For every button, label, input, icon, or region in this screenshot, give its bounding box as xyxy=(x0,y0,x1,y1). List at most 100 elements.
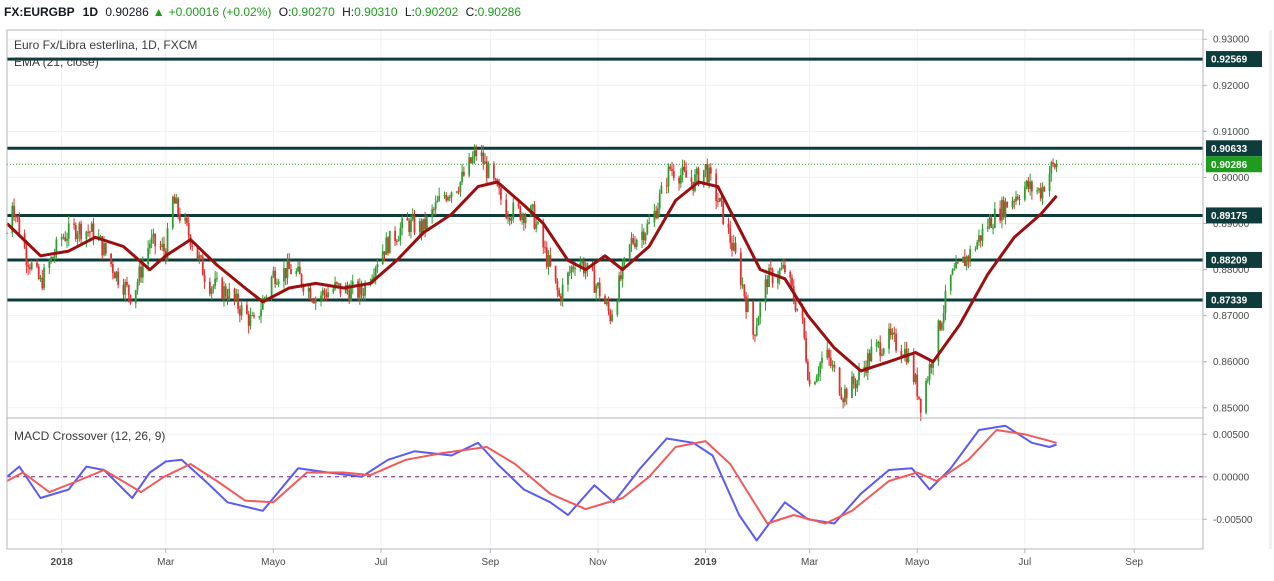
candle-body xyxy=(152,233,155,237)
candle-body xyxy=(856,380,859,389)
candle-body xyxy=(395,241,398,243)
candle-body xyxy=(92,223,95,240)
symbol-name[interactable]: FX:EURGBP xyxy=(4,5,75,19)
candle-body xyxy=(611,314,613,322)
candle-body xyxy=(510,218,513,221)
right-scrollbar[interactable] xyxy=(1269,30,1272,549)
time-axis[interactable]: 2018 Mar Mayo Jul Sep Nov 2019 Mar Mayo Jul Sep xyxy=(51,549,1144,568)
open-value: 0.90270 xyxy=(291,5,335,19)
candle-body xyxy=(462,171,465,176)
candle-body xyxy=(776,278,779,284)
candle-body xyxy=(671,169,673,171)
chart-canvas[interactable]: 0.93000 0.92000 0.91000 0.90000 0.89000 0.880… xyxy=(0,24,1274,581)
candle-body xyxy=(535,223,538,229)
candle-body xyxy=(448,197,451,199)
candle-body xyxy=(401,218,404,229)
interval-label[interactable]: 1D xyxy=(82,5,99,19)
chart-frame xyxy=(6,29,1272,550)
price-axis[interactable]: 0.93000 0.92000 0.91000 0.90000 0.89000 0.880… xyxy=(1203,35,1262,526)
candle-body xyxy=(537,222,539,224)
macd-tick-label: 0.00000 xyxy=(1213,472,1250,483)
candle-body xyxy=(962,256,964,263)
candle-body xyxy=(422,218,425,233)
candle-body xyxy=(755,325,758,336)
candle-body xyxy=(161,243,164,247)
candle-body xyxy=(605,302,608,305)
candle-body xyxy=(854,384,857,389)
candle-body xyxy=(739,252,742,285)
candle-body xyxy=(561,284,564,301)
y-tick-label: 0.88000 xyxy=(1213,265,1250,276)
candle-body xyxy=(171,196,174,229)
candle-body xyxy=(104,243,107,254)
candle-body xyxy=(709,167,712,174)
candle-body xyxy=(679,175,682,184)
candle-body xyxy=(1025,180,1028,187)
ema-series xyxy=(5,180,1058,373)
candle-body xyxy=(159,246,162,248)
candle-body xyxy=(89,231,91,233)
candle-body xyxy=(286,260,289,279)
candle-body xyxy=(852,376,855,385)
candle-body xyxy=(722,200,725,224)
candle-body xyxy=(18,217,21,234)
candle-body xyxy=(198,255,201,260)
candle-body xyxy=(1015,196,1017,202)
candle-body xyxy=(791,277,793,287)
candle-body xyxy=(828,349,830,358)
candle-body xyxy=(877,341,880,343)
candle-body xyxy=(210,288,213,294)
candle-body xyxy=(806,361,809,380)
low-label: L: xyxy=(404,5,415,19)
candle-body xyxy=(642,231,645,241)
candle-body xyxy=(609,310,612,322)
candle-body xyxy=(844,388,846,403)
candle-body xyxy=(780,268,783,270)
candle-body xyxy=(101,236,104,256)
candle-body xyxy=(1052,162,1054,164)
candle-body xyxy=(951,269,954,275)
candle-body xyxy=(919,398,922,413)
candle-body xyxy=(147,248,150,265)
candle-body xyxy=(29,267,31,270)
candle-body xyxy=(1029,181,1032,189)
candle-body xyxy=(875,342,878,347)
macd-legend: MACD Crossover (12, 26, 9) xyxy=(14,429,165,443)
candle-body xyxy=(113,272,116,279)
y-tick-label: 0.85000 xyxy=(1213,403,1250,414)
candle-body xyxy=(436,200,439,203)
candle-body xyxy=(251,315,254,317)
candle-body xyxy=(697,168,700,186)
candle-body xyxy=(734,242,737,253)
candle-body xyxy=(337,283,340,285)
candle-body xyxy=(226,296,229,300)
candle-body xyxy=(741,284,744,286)
candle-body xyxy=(942,312,945,323)
macd-tick-label: -0.00500 xyxy=(1213,515,1253,526)
candle-body xyxy=(184,217,187,221)
candle-body xyxy=(309,288,312,300)
candle-body xyxy=(238,308,241,316)
candle-body xyxy=(912,353,915,383)
candle-body xyxy=(43,267,45,289)
candle-body xyxy=(1053,163,1056,168)
candle-body xyxy=(685,170,688,178)
candle-body xyxy=(990,217,993,228)
candle-body xyxy=(235,293,238,300)
candle-body xyxy=(918,396,920,399)
candle-body xyxy=(411,215,414,220)
candle-body xyxy=(519,206,522,220)
candle-body xyxy=(25,247,28,266)
level-price-tag xyxy=(1206,292,1262,309)
candle-body xyxy=(895,333,897,351)
level-price-label: 0.92569 xyxy=(1211,55,1248,66)
candle-body xyxy=(1048,173,1051,192)
candle-body xyxy=(111,264,114,273)
candle-body xyxy=(62,237,65,239)
candle-body xyxy=(246,304,248,314)
candle-body xyxy=(764,279,767,303)
candle-body xyxy=(482,152,485,164)
candle-body xyxy=(122,284,125,295)
candle-body xyxy=(986,226,989,229)
candle-body xyxy=(979,235,982,241)
